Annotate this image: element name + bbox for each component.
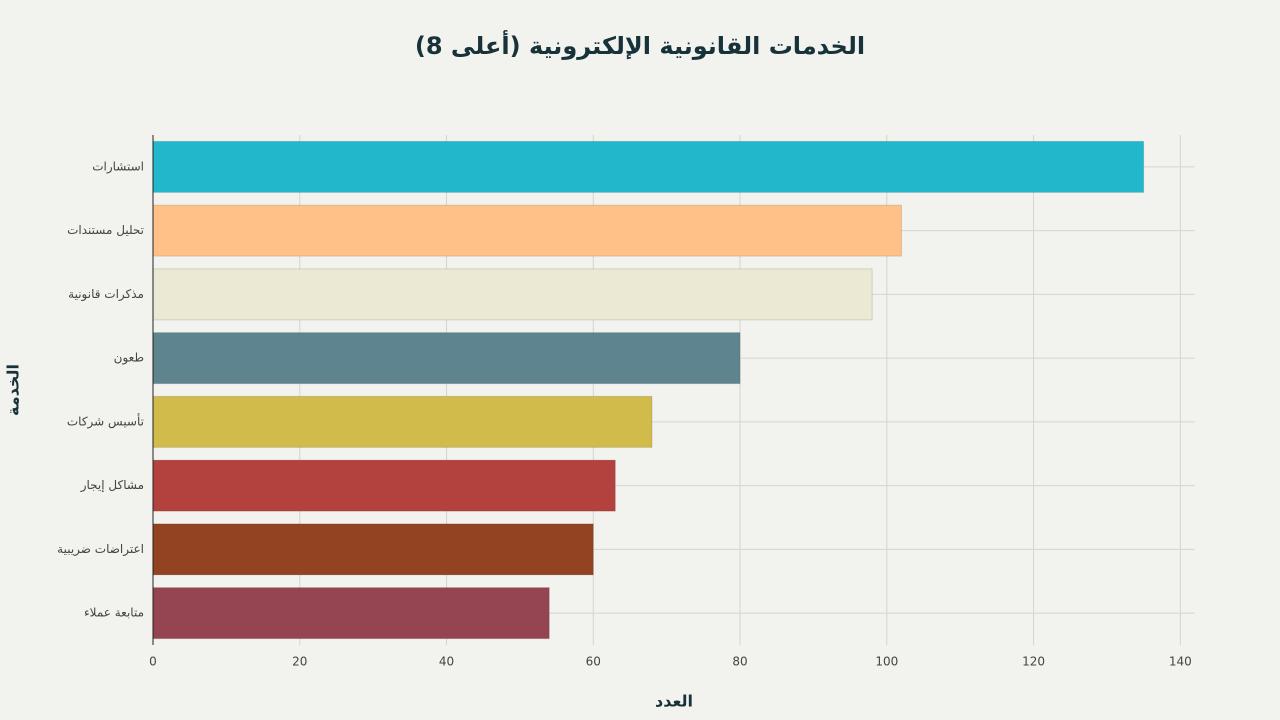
x-tick-label: 80 xyxy=(732,655,747,669)
x-tick-label: 0 xyxy=(149,655,157,669)
y-tick-label: تأسيس شركات xyxy=(67,412,144,429)
x-tick-label: 40 xyxy=(439,655,454,669)
y-tick-label: استشارات xyxy=(92,159,144,174)
x-tick-label: 140 xyxy=(1169,655,1192,669)
x-tick-label: 20 xyxy=(292,655,307,669)
x-axis-label: العدد xyxy=(655,692,693,711)
y-tick-label: متابعة عملاء xyxy=(84,606,144,620)
y-tick-label: مذكرات قانونية xyxy=(68,287,144,302)
bar xyxy=(152,140,1145,193)
y-tick-label: طعون xyxy=(114,351,144,366)
bar xyxy=(152,395,653,448)
bar xyxy=(152,204,902,257)
y-tick-label: مشاكل إيجار xyxy=(80,478,144,493)
bar xyxy=(152,332,741,385)
bar xyxy=(152,587,550,640)
y-tick-label: تحليل مستندات xyxy=(67,223,144,237)
y-axis-label: الخدمة xyxy=(4,364,23,416)
x-tick-label: 120 xyxy=(1022,655,1045,669)
bar xyxy=(152,523,594,576)
x-tick-label: 60 xyxy=(586,655,601,669)
bar xyxy=(152,268,873,321)
y-tick-label: اعتراضات ضريبية xyxy=(57,542,144,557)
x-tick-label: 100 xyxy=(875,655,898,669)
chart-title: الخدمات القانونية الإلكترونية (أعلى 8) xyxy=(415,30,865,60)
bar xyxy=(152,459,616,512)
